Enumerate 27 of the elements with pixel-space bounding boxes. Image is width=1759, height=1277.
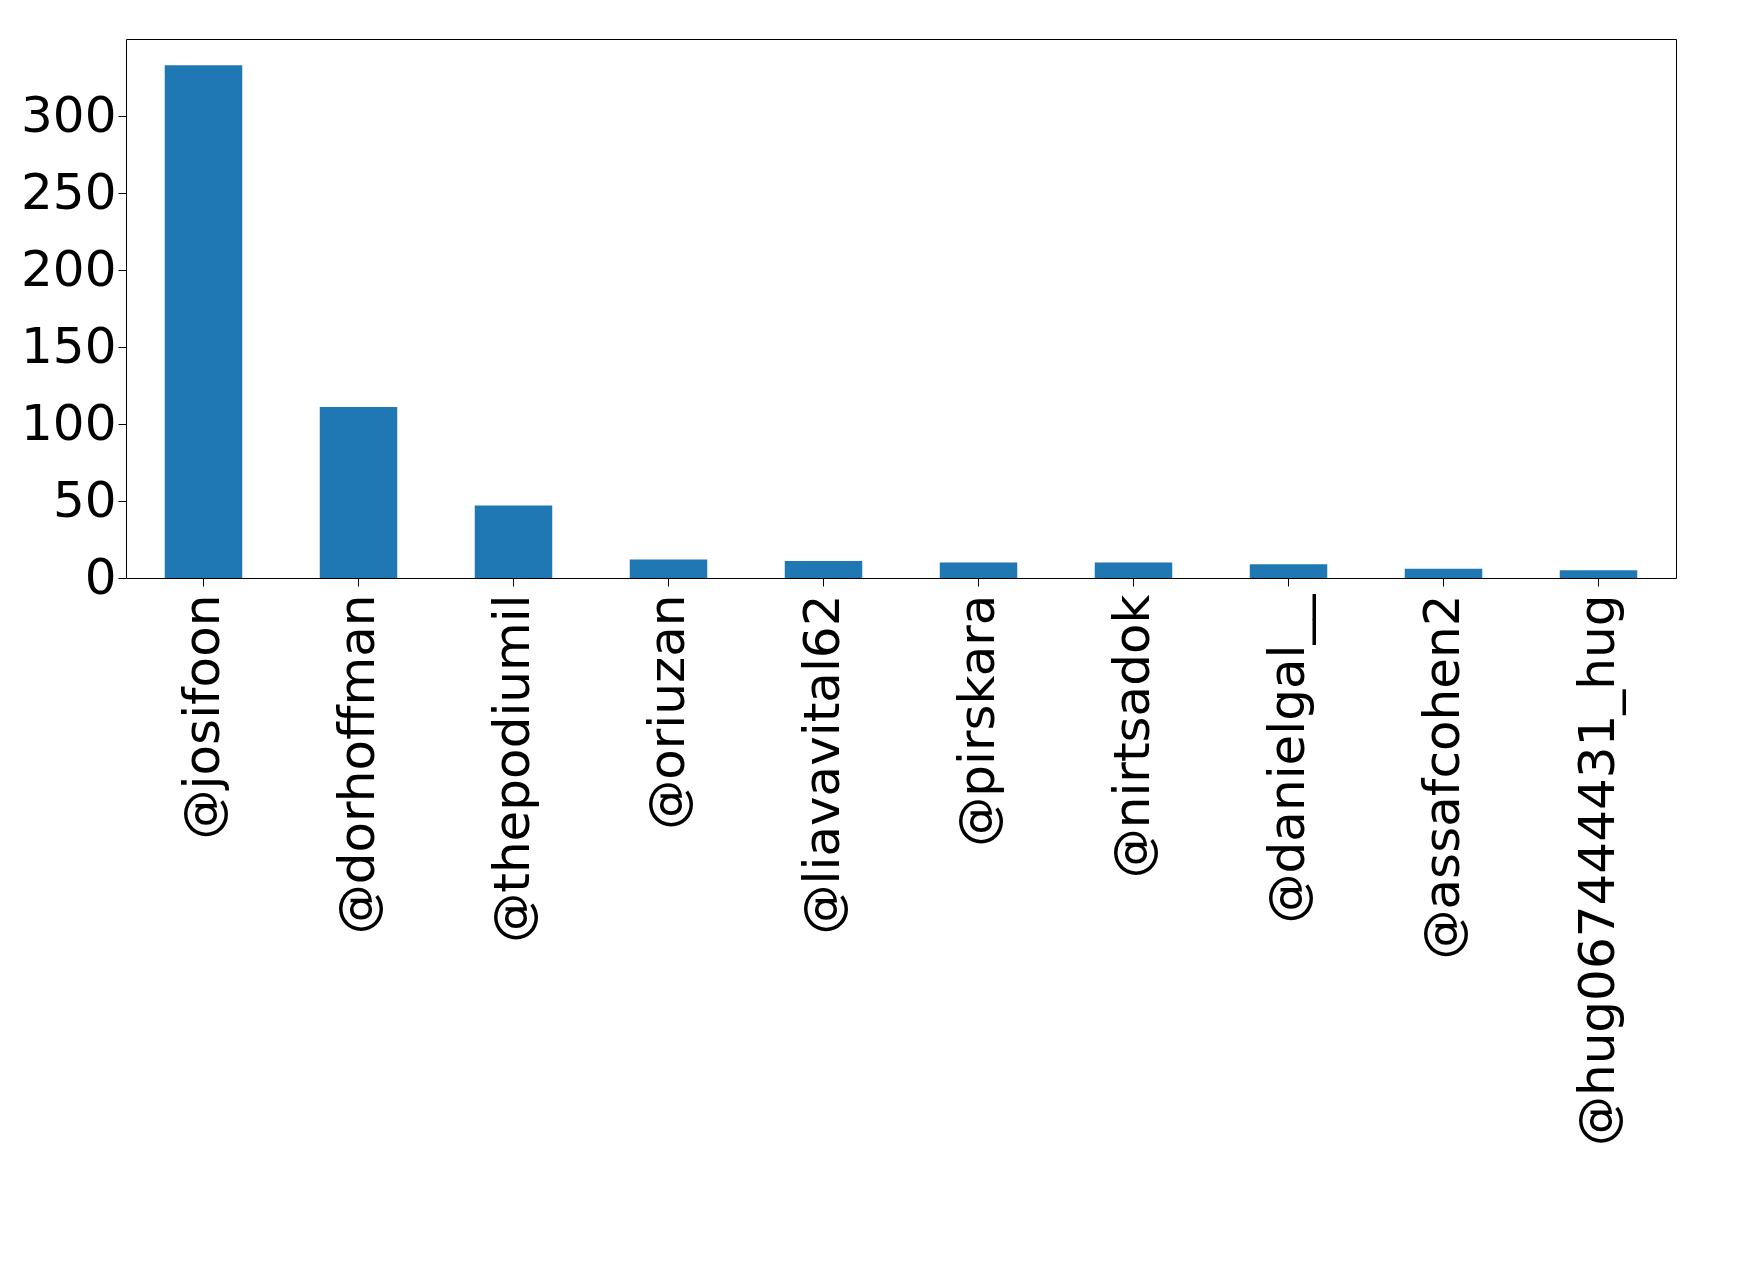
x-tick-label: @hug067444431_hug [1567,594,1626,1147]
x-tick-label: @oriuzan [637,594,696,830]
x-tick-label: @thepodiumil [482,594,541,943]
bar [1249,564,1328,578]
x-tick-label: @nirtsadok [1102,594,1161,879]
x-tick-label: @dorhoffman [327,594,386,935]
y-tick-label: 200 [21,239,117,298]
y-tick-label: 50 [52,470,117,529]
bar [1094,562,1173,578]
bar [474,505,553,578]
y-tick-label: 150 [21,316,117,375]
x-tick-label: @pirskara [947,594,1006,847]
bar [939,562,1018,578]
bar [1404,568,1483,578]
x-tick-label: @liavavital62 [792,594,851,935]
x-tick-label: @danielgal__ [1257,593,1316,924]
x-tick-label: @assafcohen2 [1412,594,1471,960]
x-tick-label: @josifoon [172,594,231,840]
y-tick-label: 0 [84,547,117,606]
y-tick-label: 300 [21,85,117,144]
bar [319,407,398,578]
bar [784,561,863,578]
bar [629,559,708,578]
y-tick-label: 100 [21,393,117,452]
bar [164,65,243,578]
bar [1559,570,1638,578]
y-tick-label: 250 [21,162,117,221]
